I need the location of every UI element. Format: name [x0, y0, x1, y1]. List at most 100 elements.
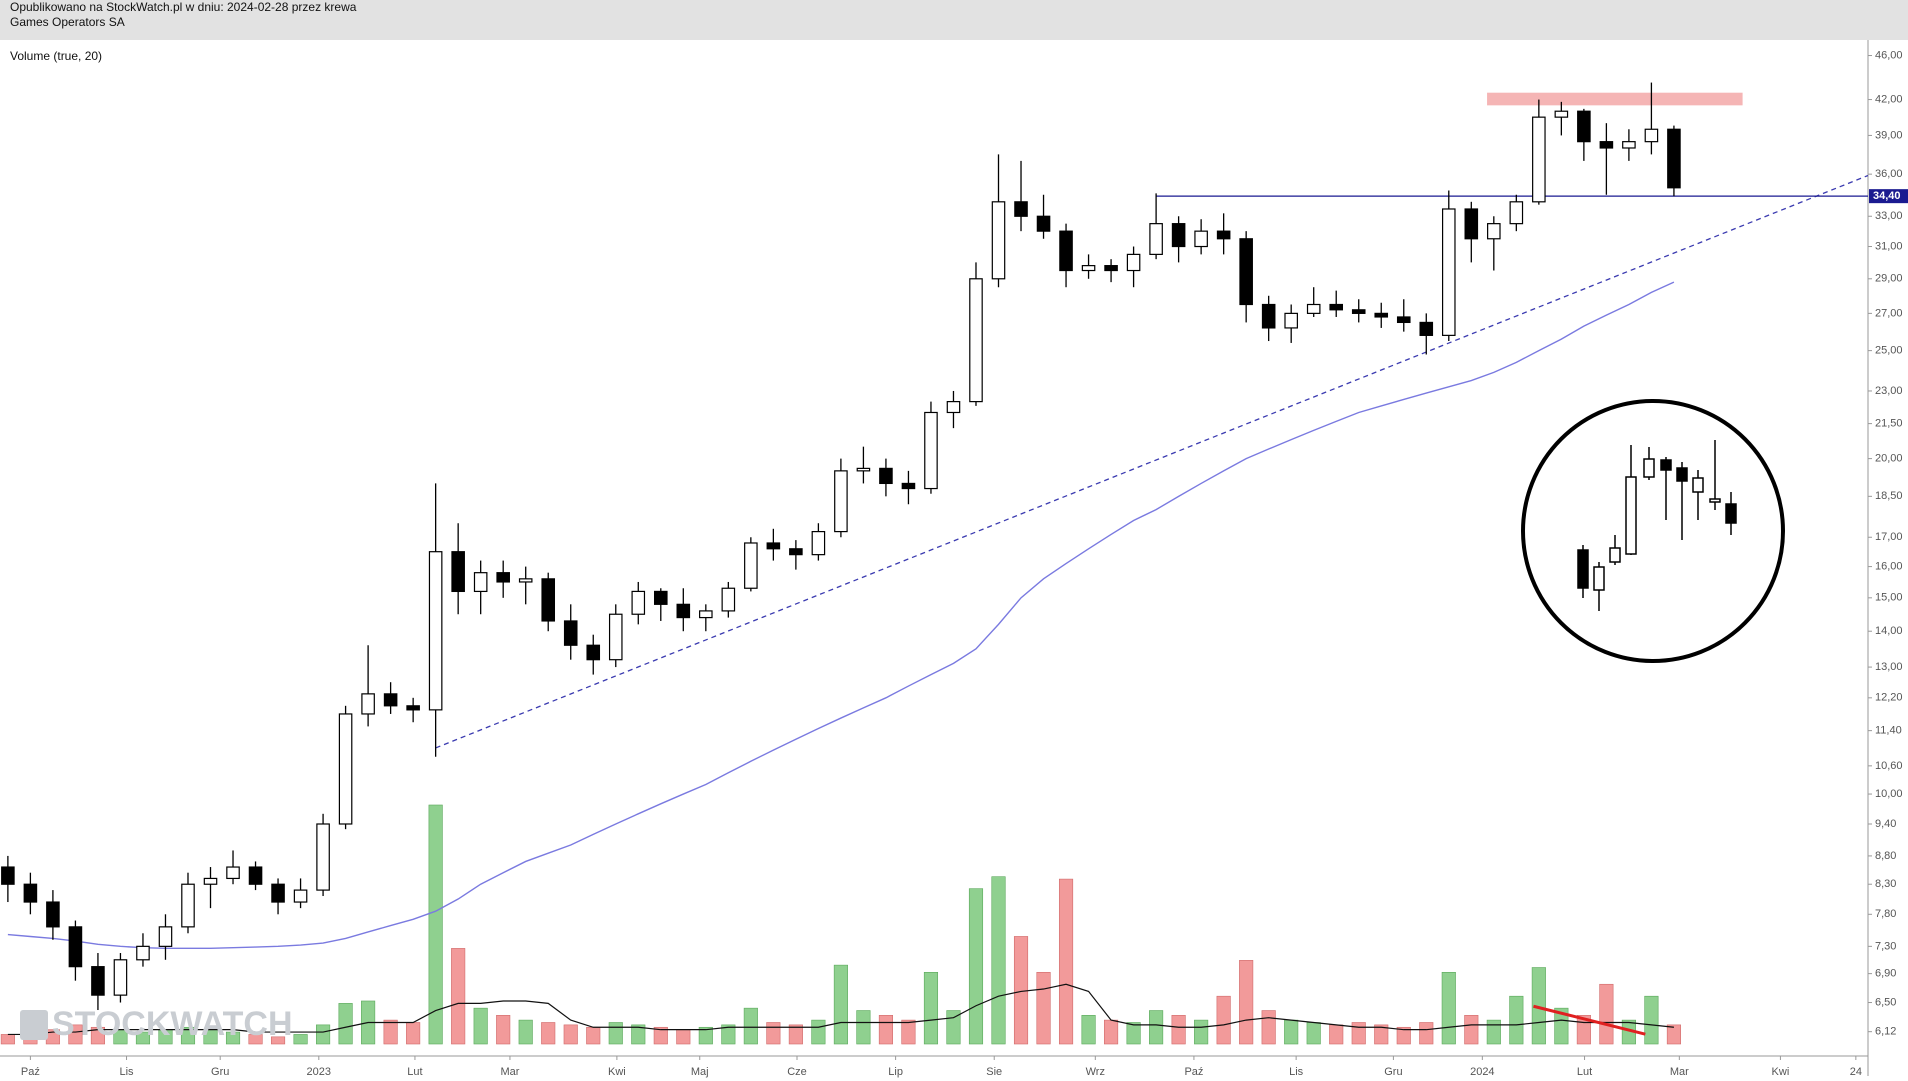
- y-tick-label: 6,50: [1875, 996, 1896, 1008]
- volume-bar: [406, 1022, 421, 1045]
- volume-bar: [631, 1024, 646, 1045]
- candle-body: [946, 401, 961, 414]
- x-tick-label: 2023: [307, 1066, 331, 1078]
- y-tick-label: 18,50: [1875, 490, 1903, 502]
- y-tick-label: 46,00: [1875, 49, 1903, 61]
- volume-bar: [270, 1036, 286, 1045]
- candle-body: [226, 866, 240, 880]
- x-tick-label: Lis: [1289, 1066, 1304, 1078]
- inset-circle: [1521, 399, 1785, 663]
- volume-bar: [1216, 995, 1231, 1045]
- volume-bar: [225, 1031, 241, 1045]
- volume-bar: [721, 1024, 736, 1045]
- plot: 6,12 6,50 6,90 7,30 7,80 8,30 8,80 9,40 10,00 10,…: [0, 40, 1908, 1078]
- volume-bar: [1351, 1022, 1366, 1045]
- volume-bar: [698, 1026, 713, 1045]
- candle-body: [879, 467, 893, 485]
- x-tick-label: Kwi: [1772, 1066, 1790, 1078]
- candle-body: [293, 889, 308, 903]
- x-tick-label: Kwi: [608, 1066, 626, 1078]
- candle-body: [856, 467, 871, 472]
- y-tick-label: 39,00: [1875, 129, 1903, 141]
- x-tick-label: Maj: [691, 1066, 709, 1078]
- x-tick-label: Mar: [1670, 1066, 1689, 1078]
- candle-body: [496, 572, 510, 583]
- volume-bar: [1149, 1010, 1164, 1045]
- candle-body: [1419, 321, 1434, 336]
- candle-body: [68, 926, 83, 968]
- volume-bar: [991, 876, 1006, 1045]
- candle-body: [744, 542, 758, 589]
- volume-bar: [1464, 1015, 1479, 1045]
- candle-body: [383, 693, 398, 707]
- candle-body: [1171, 223, 1186, 248]
- volume-bar: [878, 1015, 893, 1045]
- volume-bar: [653, 1026, 668, 1045]
- x-tick-label: Wrz: [1086, 1066, 1105, 1078]
- x-tick-label: Lip: [888, 1066, 903, 1078]
- company-name: Games Operators SA: [10, 15, 125, 29]
- volume-bar: [1509, 995, 1524, 1045]
- candle-body: [451, 551, 465, 593]
- candle-body: [1306, 303, 1321, 314]
- volume-bar: [338, 1003, 353, 1045]
- y-tick-label: 20,00: [1875, 453, 1903, 465]
- inset-candles: [1577, 440, 1737, 611]
- candle-body: [406, 705, 420, 711]
- volume-ma-line: [7, 983, 1674, 1036]
- volume-bar: [68, 1024, 83, 1045]
- price-label: 34,40: [1873, 190, 1901, 202]
- candle-body: [1261, 303, 1276, 329]
- volume-bar: [1194, 1019, 1209, 1045]
- y-tick-label: 31,00: [1875, 240, 1903, 252]
- candle-body: [181, 883, 195, 928]
- candle-body: [271, 883, 285, 903]
- candle-body: [1351, 309, 1366, 314]
- y-tick-label: 16,00: [1875, 561, 1903, 573]
- candle-body: [1554, 110, 1569, 118]
- volume-bar: [0, 1034, 15, 1045]
- candle-body: [563, 620, 578, 646]
- volume-bar: [90, 1026, 105, 1045]
- volume-bar: [135, 1031, 151, 1045]
- volume-bar: [608, 1022, 623, 1045]
- candle-body: [1509, 201, 1524, 225]
- volume-bar: [788, 1024, 803, 1045]
- candle-body: [1194, 230, 1208, 248]
- volume-bar: [1013, 936, 1029, 1045]
- inset: [1521, 399, 1785, 663]
- candle-body: [811, 530, 826, 556]
- candle-body: [1239, 238, 1253, 306]
- y-tick-label: 42,00: [1875, 93, 1903, 105]
- volume-bar: [1104, 1019, 1119, 1045]
- y-tick-label: 13,00: [1875, 661, 1903, 673]
- volume-bar: [1666, 1024, 1681, 1045]
- candle-body: [1216, 230, 1231, 240]
- candle-body: [1149, 223, 1163, 255]
- y-tick-label: 25,00: [1875, 345, 1903, 357]
- candle-body: [1532, 116, 1546, 203]
- volume-bar: [856, 1010, 871, 1045]
- candle-body: [766, 542, 781, 550]
- candle-body: [1644, 128, 1659, 143]
- candle-body: [23, 883, 38, 903]
- x-tick-label: Paź: [1184, 1066, 1203, 1078]
- y-tick-label: 29,00: [1875, 273, 1903, 285]
- candle-body: [518, 578, 533, 583]
- logo-icon: [20, 1010, 48, 1040]
- candle-body: [721, 587, 736, 612]
- volume-bar: [383, 1019, 398, 1045]
- x-tick-label: Gru: [211, 1066, 229, 1078]
- volume-bar: [833, 964, 848, 1045]
- x-tick-label: Cze: [787, 1066, 807, 1078]
- volume-bar: [451, 948, 466, 1045]
- volume-bar: [1441, 971, 1456, 1045]
- price-label-box: [1869, 189, 1908, 204]
- volume-bar: [743, 1007, 758, 1045]
- candle-body: [834, 470, 848, 533]
- volume-bar: [563, 1024, 578, 1045]
- y-tick-label: 23,00: [1875, 385, 1903, 397]
- candle-body: [1374, 312, 1389, 318]
- x-tick-label: 2024: [1470, 1066, 1494, 1078]
- candle-body: [1577, 110, 1591, 143]
